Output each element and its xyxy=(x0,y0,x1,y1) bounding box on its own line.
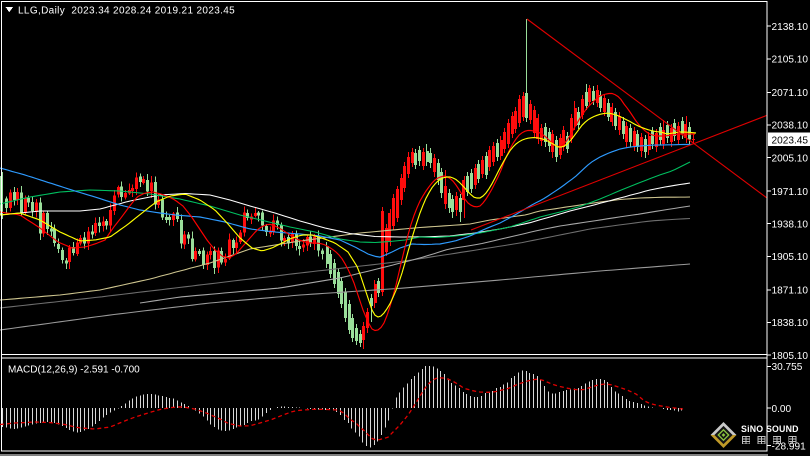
svg-text:1838.10: 1838.10 xyxy=(772,318,809,329)
svg-text:0.00: 0.00 xyxy=(772,404,792,415)
svg-text:1805.10: 1805.10 xyxy=(772,351,809,362)
svg-text:2138.10: 2138.10 xyxy=(772,22,809,33)
svg-text:1871.10: 1871.10 xyxy=(772,286,809,297)
svg-text:1905.10: 1905.10 xyxy=(772,252,809,263)
svg-text:2023.45: 2023.45 xyxy=(772,136,809,147)
svg-text:30.755: 30.755 xyxy=(772,362,803,373)
svg-text:-28.991: -28.991 xyxy=(772,441,807,452)
svg-text:2071.10: 2071.10 xyxy=(772,88,809,99)
svg-text:MACD(12,26,9) -2.591 -0.700: MACD(12,26,9) -2.591 -0.700 xyxy=(8,365,140,376)
svg-text:SiNO SOUND: SiNO SOUND xyxy=(741,424,799,434)
svg-text:2038.10: 2038.10 xyxy=(772,121,809,132)
svg-text:2005.10: 2005.10 xyxy=(772,153,809,164)
svg-text:1971.10: 1971.10 xyxy=(772,187,809,198)
svg-text:2105.10: 2105.10 xyxy=(772,55,809,66)
svg-text:1938.10: 1938.10 xyxy=(772,220,809,231)
svg-text:LLG,Daily 2023.34 2028.24 201: LLG,Daily 2023.34 2028.24 2019.21 2023.4… xyxy=(18,6,235,17)
